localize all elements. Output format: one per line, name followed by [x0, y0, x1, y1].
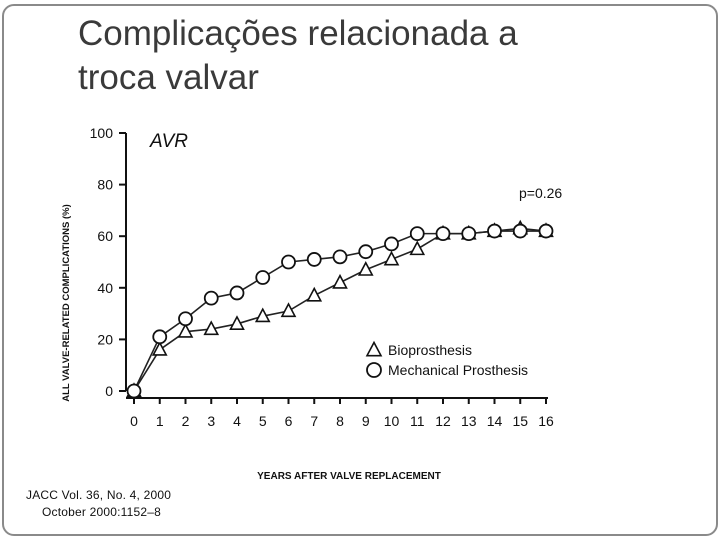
slide-frame [2, 4, 718, 536]
x-tick-label: 12 [435, 413, 451, 429]
x-tick-label: 5 [259, 413, 267, 429]
legend-label: Bioprosthesis [388, 342, 472, 358]
data-point-mechanical [435, 226, 451, 242]
citation-line1: JACC Vol. 36, No. 4, 2000 [26, 488, 172, 502]
citation-line2: October 2000:1152–8 [42, 505, 162, 519]
data-point-mechanical [332, 249, 348, 265]
slide-title: Complicações relacionada a troca valvar [78, 12, 678, 100]
data-point-mechanical [358, 244, 374, 260]
y-tick-label: 20 [97, 331, 113, 347]
data-point-mechanical [384, 236, 399, 252]
x-tick-label: 10 [384, 413, 400, 429]
x-tick-label: 7 [310, 413, 318, 429]
x-tick-label: 9 [362, 413, 370, 429]
x-axis-label: YEARS AFTER VALVE REPLACEMENT [257, 471, 441, 482]
data-point-mechanical [487, 223, 502, 239]
p-value-annotation: p=0.26 [519, 185, 562, 201]
data-point-bioprosthesis [151, 340, 168, 356]
y-tick-label: 0 [105, 383, 113, 399]
slide-title-line1: Complicações relacionada a [78, 14, 518, 53]
slide-title-line2: troca valvar [78, 58, 259, 97]
data-point-mechanical [229, 285, 245, 301]
data-point-bioprosthesis [203, 320, 220, 336]
x-tick-label: 6 [285, 413, 293, 429]
data-point-bioprosthesis [332, 273, 348, 289]
x-tick-label: 15 [512, 413, 528, 429]
data-point-bioprosthesis [357, 261, 374, 276]
data-point-bioprosthesis [254, 307, 271, 323]
data-point-mechanical [512, 223, 528, 239]
chart-series-markers [126, 219, 554, 399]
chart-title: AVR [149, 131, 188, 152]
x-tick-label: 3 [207, 413, 215, 429]
data-point-bioprosthesis [409, 240, 426, 256]
data-point-mechanical [538, 223, 554, 239]
data-point-mechanical [306, 252, 322, 267]
x-tick-label: 2 [182, 413, 190, 429]
x-tick-label: 4 [233, 413, 241, 429]
y-axis-label: ALL VALVE-RELATED COMPLICATIONS (%) [61, 204, 72, 402]
legend-label: Mechanical Prosthesis [388, 362, 528, 378]
data-point-mechanical [255, 270, 271, 285]
x-tick-label: 16 [538, 413, 554, 429]
data-point-mechanical [461, 226, 477, 242]
x-tick-label: 11 [410, 413, 425, 429]
y-tick-label: 100 [90, 125, 114, 141]
data-point-mechanical [409, 226, 425, 242]
data-point-bioprosthesis [280, 302, 297, 318]
data-point-mechanical [203, 290, 219, 306]
y-tick-label: 60 [97, 228, 113, 244]
data-point-bioprosthesis [229, 315, 245, 330]
data-point-bioprosthesis [177, 322, 194, 338]
legend-triangle-marker [365, 340, 383, 357]
y-tick-label: 80 [97, 177, 113, 193]
data-point-bioprosthesis [383, 250, 400, 266]
data-point-mechanical [152, 329, 168, 345]
data-point-mechanical [126, 383, 142, 399]
legend-circle-marker [366, 362, 382, 378]
data-point-mechanical [178, 311, 193, 327]
x-tick-label: 0 [130, 413, 138, 429]
x-tick-label: 13 [461, 413, 477, 429]
x-tick-label: 14 [487, 413, 503, 429]
x-tick-label: 8 [336, 413, 344, 429]
chart-legend: Bioprosthesis Mechanical Prosthesis [365, 340, 528, 378]
data-point-mechanical [281, 254, 296, 270]
x-tick-label: 1 [156, 413, 164, 429]
y-tick-label: 40 [97, 280, 113, 296]
data-point-bioprosthesis [306, 286, 323, 302]
